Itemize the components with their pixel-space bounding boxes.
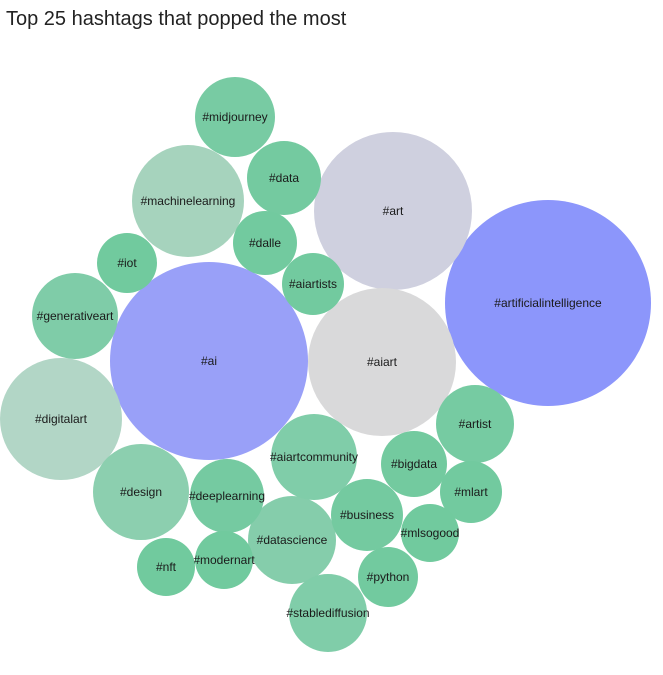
bubble-circle[interactable] [190,459,264,533]
bubble-label: #mlsogood [401,526,460,540]
bubble-label: #design [120,485,162,499]
bubble-circle[interactable] [195,531,253,589]
bubble-circle[interactable] [331,479,403,551]
bubble-nft[interactable]: #nft [137,538,195,596]
bubble-label: #stablediffusion [286,606,369,620]
bubble-label: #machinelearning [141,194,236,208]
bubble-circle[interactable] [195,77,275,157]
bubble-aiart[interactable]: #aiart [308,288,456,436]
bubble-circle[interactable] [289,574,367,652]
bubble-business[interactable]: #business [331,479,403,551]
bubble-label: #art [383,204,404,218]
bubble-circle[interactable] [247,141,321,215]
bubble-mlart[interactable]: #mlart [440,461,502,523]
bubble-dalle[interactable]: #dalle [233,211,297,275]
bubble-label: #iot [117,256,137,270]
bubble-python[interactable]: #python [358,547,418,607]
bubble-circle[interactable] [308,288,456,436]
bubble-label: #mlart [454,485,488,499]
bubble-label: #datascience [257,533,328,547]
bubble-circle[interactable] [93,444,189,540]
bubble-artificialintelligence[interactable]: #artificialintelligence [445,200,651,406]
bubble-label: #business [340,508,394,522]
bubble-circle[interactable] [314,132,472,290]
bubble-circle[interactable] [97,233,157,293]
bubble-modernart[interactable]: #modernart [193,531,255,589]
bubble-stablediffusion[interactable]: #stablediffusion [286,574,370,652]
bubble-label: #generativeart [37,309,114,323]
bubble-circle[interactable] [401,504,459,562]
bubble-circle[interactable] [445,200,651,406]
bubble-circle[interactable] [436,385,514,463]
bubble-mlsogood[interactable]: #mlsogood [401,504,460,562]
bubble-midjourney[interactable]: #midjourney [195,77,275,157]
bubble-aiartcommunity[interactable]: #aiartcommunity [270,414,358,500]
bubble-label: #aiart [367,355,398,369]
bubble-circle[interactable] [440,461,502,523]
bubble-machinelearning[interactable]: #machinelearning [132,145,244,257]
bubble-digitalart[interactable]: #digitalart [0,358,122,480]
bubble-circle[interactable] [110,262,308,460]
bubble-label: #aiartists [289,277,337,291]
bubble-label: #midjourney [202,110,267,124]
bubble-art[interactable]: #art [314,132,472,290]
bubble-label: #data [269,171,299,185]
bubble-label: #ai [201,354,217,368]
bubble-label: #digitalart [35,412,88,426]
bubble-circle[interactable] [0,358,122,480]
bubble-label: #artist [459,417,492,431]
bubble-label: #bigdata [391,457,437,471]
bubble-circle[interactable] [271,414,357,500]
bubble-generativeart[interactable]: #generativeart [32,273,118,359]
bubble-label: #python [367,570,410,584]
bubble-circle[interactable] [381,431,447,497]
bubble-circle[interactable] [137,538,195,596]
bubble-label: #nft [156,560,177,574]
bubble-circle[interactable] [233,211,297,275]
bubble-bigdata[interactable]: #bigdata [381,431,447,497]
bubble-circle[interactable] [132,145,244,257]
bubble-label: #modernart [193,553,255,567]
bubble-artist[interactable]: #artist [436,385,514,463]
bubble-design[interactable]: #design [93,444,189,540]
bubble-circle[interactable] [248,496,336,584]
bubble-ai[interactable]: #ai [110,262,308,460]
bubble-circle[interactable] [282,253,344,315]
chart-title: Top 25 hashtags that popped the most [6,8,347,30]
bubble-label: #artificialintelligence [494,296,602,310]
bubble-deeplearning[interactable]: #deeplearning [189,459,265,533]
bubble-circle[interactable] [32,273,118,359]
bubble-aiartists[interactable]: #aiartists [282,253,344,315]
bubble-data[interactable]: #data [247,141,321,215]
bubble-label: #dalle [249,236,281,250]
bubble-iot[interactable]: #iot [97,233,157,293]
bubble-datascience[interactable]: #datascience [248,496,336,584]
bubble-label: #deeplearning [189,489,265,503]
bubble-circle[interactable] [358,547,418,607]
bubble-label: #aiartcommunity [270,450,358,464]
